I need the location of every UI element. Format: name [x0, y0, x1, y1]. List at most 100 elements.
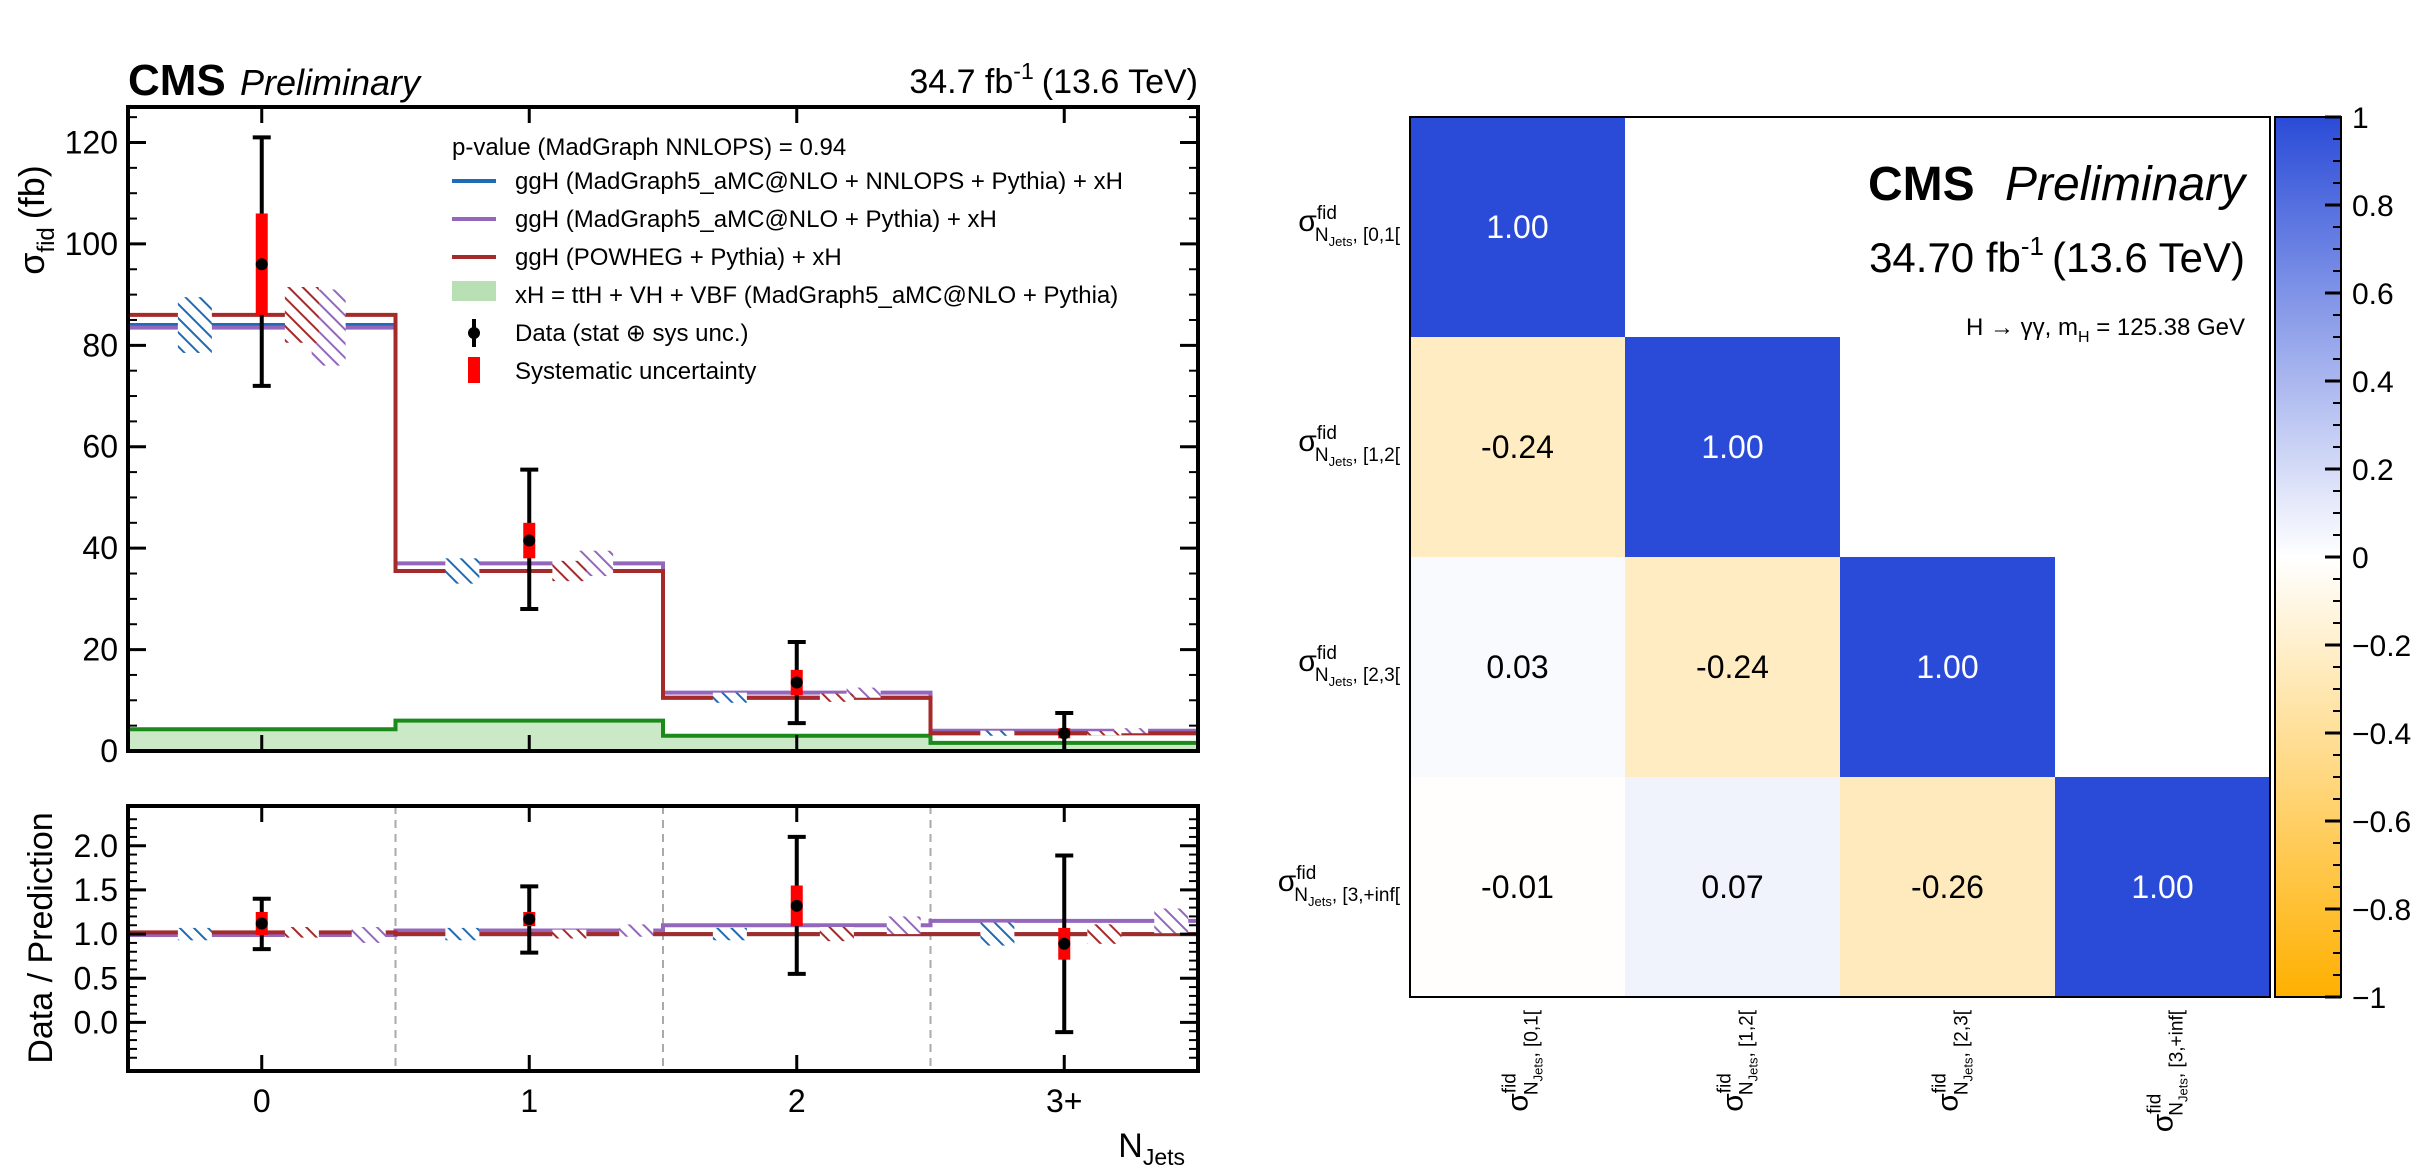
prediction-uncertainty-band	[284, 287, 319, 343]
heatmap-cell	[1625, 337, 1840, 557]
heatmap-row-label: σfid NJets, [3,+inf[	[1278, 863, 1401, 909]
preliminary-label-left: Preliminary	[240, 62, 422, 103]
heatmap-cell	[1410, 557, 1625, 777]
x-tick-label: 0	[253, 1083, 271, 1119]
ratio-data-point	[255, 917, 268, 930]
ratio-data-point	[790, 899, 803, 912]
legend-label: Systematic uncertainty	[515, 358, 756, 385]
heatmap-column-label: σfidNJets, [1,2[	[1715, 1009, 1761, 1111]
ratio-uncertainty-band	[619, 924, 654, 937]
prediction-uncertainty-band	[846, 687, 881, 698]
x-axis-label: NJets	[1118, 1127, 1185, 1170]
ratio-y-tick-label: 2.0	[74, 828, 118, 864]
colorbar-tick-label: −0.4	[2352, 718, 2411, 751]
ratio-uncertainty-band	[445, 927, 480, 941]
data-point	[523, 534, 536, 547]
legend-label: ggH (MadGraph5_aMC@NLO + NNLOPS + Pythia…	[515, 168, 1123, 195]
heatmap-cell-value: -0.24	[1696, 649, 1769, 685]
legend-fill-swatch	[452, 281, 496, 301]
ratio-uncertainty-band	[351, 927, 386, 943]
ratio-plot: 0.0 0.5 1.0 1.5 2.0 0 1 2 3+	[74, 804, 1200, 1119]
heatmap-cell	[1625, 777, 1840, 997]
right-panel: 1.00 -0.24 1.00 0.03 -0.24 1.00 -0.01 0.07 -0.26…	[1278, 102, 2412, 1132]
x-tick-label: 3+	[1046, 1083, 1082, 1119]
heatmap-cell-value: -0.26	[1911, 869, 1984, 905]
ratio-grid	[394, 806, 932, 1071]
heatmap-cell	[1410, 337, 1625, 557]
heatmap-row-label: σfid NJets, [1,2[	[1298, 423, 1400, 469]
main-y-tick-label: 40	[82, 530, 118, 566]
ratio-y-tick-label: 1.0	[74, 916, 118, 952]
legend-label: Data (stat ⊕ sys unc.)	[515, 320, 749, 347]
heatmap-column-labels: σfidNJets, [0,1[σfidNJets, [1,2[σfidNJet…	[1500, 1009, 2191, 1132]
colorbar-tick-label: −1	[2352, 982, 2386, 1015]
main-y-tick-label: 80	[82, 327, 118, 363]
heatmap-cell-value: 1.00	[1486, 209, 1548, 245]
heatmap-row-label: σfid NJets, [2,3[	[1298, 643, 1400, 689]
main-y-tick-label: 120	[65, 124, 118, 160]
heatmap-cell-value: 1.00	[1916, 649, 1978, 685]
xh-fill	[128, 718, 1198, 751]
colorbar-tick-label: 0.4	[2352, 366, 2394, 399]
heatmap-cell	[1840, 557, 2055, 777]
heatmap-row-label: σfid NJets, [0,1[	[1298, 203, 1400, 249]
heatmap-cell	[2055, 777, 2270, 997]
main-y-axis: 0 20 40 60 80 100 120	[65, 116, 1198, 769]
heatmap-cell	[1840, 777, 2055, 997]
preliminary-label-right: Preliminary	[2005, 158, 2248, 211]
ratio-y-tick-label: 0.0	[74, 1004, 118, 1040]
colorbar-tick-label: −0.6	[2352, 806, 2411, 839]
ratio-uncertainty-band	[177, 927, 212, 941]
heatmap-cell-value: -0.24	[1481, 429, 1554, 465]
process-label: H → γγ, mH = 125.38 GeV	[1966, 314, 2245, 346]
main-y-tick-label: 0	[100, 733, 118, 769]
heatmap-cell-value: 1.00	[1701, 429, 1763, 465]
prediction-uncertainty-band	[819, 693, 854, 702]
prediction-uncertainty-band	[712, 692, 747, 703]
heatmap-cell	[1410, 777, 1625, 997]
colorbar-tick-label: −0.2	[2352, 630, 2411, 663]
ratio-uncertainty-band	[980, 922, 1015, 946]
heatmap-cell	[1625, 557, 1840, 777]
main-y-tick-label: 60	[82, 429, 118, 465]
ratio-x-axis: 0 1 2 3+	[253, 806, 1082, 1119]
ratio-uncertainty-band	[819, 927, 854, 942]
colorbar-tick-label: −0.8	[2352, 894, 2411, 927]
cms-brand-left: CMS	[128, 56, 226, 105]
ratio-data-point	[1058, 937, 1071, 950]
colorbar-tick-label: 0	[2352, 542, 2369, 575]
main-y-tick-label: 20	[82, 632, 118, 668]
heatmap-column-label: σfidNJets, [3,+inf[	[2145, 1009, 2191, 1132]
ratio-plot-frame	[126, 804, 1200, 1073]
prediction-uncertainty-band	[1114, 728, 1149, 734]
legend: ggH (MadGraph5_aMC@NLO + NNLOPS + Pythia…	[452, 168, 1123, 385]
x-tick-label: 1	[520, 1083, 538, 1119]
legend-label: ggH (MadGraph5_aMC@NLO + Pythia) + xH	[515, 206, 997, 233]
main-y-label: σfid(fb)	[11, 165, 60, 275]
ratio-uncertainty-band	[712, 927, 747, 941]
ratio-y-tick-label: 1.5	[74, 872, 118, 908]
prediction-uncertainty-band	[552, 560, 587, 582]
legend-label: ggH (POWHEG + Pythia) + xH	[515, 244, 842, 271]
heatmap-cell-value: 0.07	[1701, 869, 1763, 905]
heatmap-frame	[1409, 116, 2271, 998]
main-plot: 0 20 40 60 80 100 120	[65, 105, 1200, 769]
prediction-uncertainty-band	[1087, 731, 1122, 736]
heatmap-row-labels: σfid NJets, [0,1[ σfid NJets, [1,2[ σfid NJet…	[1278, 203, 1401, 909]
ratio-uncertainty-band	[552, 929, 587, 939]
heatmap-cells: 1.00 -0.24 1.00 0.03 -0.24 1.00 -0.01 0.07 -0.26…	[1410, 117, 2270, 997]
ratio-y-tick-label: 0.5	[74, 960, 118, 996]
colorbar-tick-label: 0.2	[2352, 454, 2394, 487]
heatmap-cell	[1410, 117, 1625, 337]
ratio-uncertainty-band	[1087, 924, 1122, 944]
prediction-uncertainties	[177, 287, 1149, 736]
cms-brand-right: CMS	[1868, 158, 1975, 211]
heatmap-column-label: σfidNJets, [2,3[	[1930, 1009, 1976, 1111]
ratio-data-point	[523, 913, 536, 926]
xh-line	[128, 718, 1198, 745]
prediction-uncertainty-band	[445, 558, 480, 584]
legend-label: xH = ttH + VH + VBF (MadGraph5_aMC@NLO +…	[515, 282, 1118, 309]
x-tick-label: 2	[788, 1083, 806, 1119]
main-y-tick-label: 100	[65, 226, 118, 262]
